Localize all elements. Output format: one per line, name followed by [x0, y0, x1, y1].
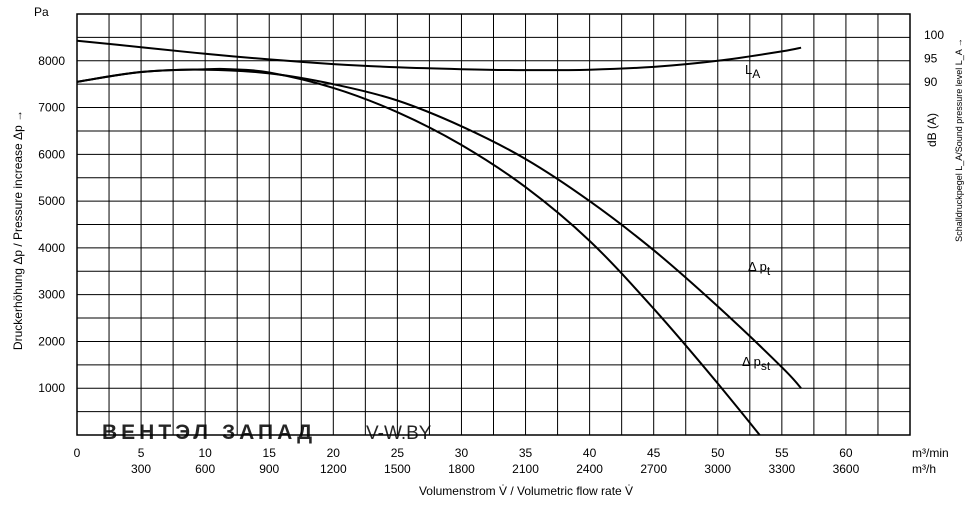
x-tick-label-m3min: 30 — [455, 446, 469, 460]
x-tick-labels-m3h: 300 600 900 1200 1500 1800 2100 2400 2700 3000 330… — [131, 462, 860, 476]
x-tick-label-m3min: 20 — [327, 446, 341, 460]
y-tick-label: 7000 — [38, 101, 65, 115]
y-tick-label: 5000 — [38, 194, 65, 208]
x-tick-label-m3h: 3300 — [768, 462, 795, 476]
y2-tick-label: 90 — [924, 75, 938, 89]
curve-label-main: L — [745, 62, 752, 77]
x-tick-label-m3h: 1200 — [320, 462, 347, 476]
x-tick-label-m3min: 40 — [583, 446, 597, 460]
watermark-part-2: ЗАПАД — [222, 421, 316, 444]
y-tick-label: 4000 — [38, 241, 65, 255]
watermark: ВЕНТЭЛ ЗАПАД V-W.BY — [102, 421, 432, 444]
curve-label-sub: A — [752, 67, 760, 81]
x-tick-label-m3min: 60 — [839, 446, 853, 460]
curve-label-sub: st — [761, 359, 771, 373]
curve-la — [77, 39, 802, 72]
x-tick-label-m3h: 2400 — [576, 462, 603, 476]
x-tick-label-m3h: 3600 — [833, 462, 860, 476]
y2-tick-label: 95 — [924, 51, 938, 65]
y-axis-title: Druckerhöhung Δp / Pressure increase Δp … — [11, 110, 25, 350]
x-tick-label-m3h: 300 — [131, 462, 151, 476]
curve-label: Δ pt — [748, 259, 771, 278]
y-tick-label: 1000 — [38, 381, 65, 395]
x-tick-label-m3min: 5 — [138, 446, 145, 460]
y2-tick-label: 100 — [924, 28, 944, 42]
x-tick-label-m3h: 2700 — [640, 462, 667, 476]
curve-label: LA — [745, 62, 760, 81]
curve-label: Δ pst — [742, 354, 771, 373]
x-axis-title: Volumenstrom V̇ / Volumetric flow rate V… — [419, 484, 633, 498]
y-tick-label: 6000 — [38, 147, 65, 161]
x-unit-m3h: m³/h — [912, 462, 936, 476]
y-tick-labels: 1000 2000 3000 4000 5000 6000 7000 8000 — [38, 54, 65, 395]
x-tick-label-m3h: 3000 — [704, 462, 731, 476]
x-tick-label-m3h: 1500 — [384, 462, 411, 476]
x-tick-label-m3h: 900 — [259, 462, 279, 476]
curve-pt — [77, 68, 802, 389]
y2-unit-label: dB (A) — [925, 113, 939, 147]
plot-frame — [76, 13, 911, 436]
x-tick-label-m3min: 10 — [198, 446, 212, 460]
x-tick-label-m3min: 15 — [263, 446, 277, 460]
y-tick-label: 3000 — [38, 288, 65, 302]
x-tick-label-m3h: 2100 — [512, 462, 539, 476]
x-tick-label-m3min: 50 — [711, 446, 725, 460]
x-tick-label-m3min: 25 — [391, 446, 405, 460]
curve-label-sub: t — [767, 264, 771, 278]
y2-tick-labels: 90 95 100 — [924, 28, 944, 89]
y-tick-label: 8000 — [38, 54, 65, 68]
x-tick-label-m3h: 1800 — [448, 462, 475, 476]
x-tick-label-m3min: 35 — [519, 446, 533, 460]
curve-label-main: Δ p — [748, 259, 767, 274]
x-unit-m3min: m³/min — [912, 446, 949, 460]
y-unit-label: Pa — [34, 5, 49, 19]
x-tick-label-m3h: 600 — [195, 462, 215, 476]
curve-pst — [77, 67, 761, 435]
y-tick-label: 2000 — [38, 334, 65, 348]
watermark-part-3: V-W.BY — [366, 423, 432, 444]
x-tick-label-m3min: 55 — [775, 446, 789, 460]
x-tick-label-m3min: 0 — [74, 446, 81, 460]
x-tick-labels-m3min: 0 5 10 15 20 25 30 35 40 45 50 55 60 — [74, 446, 853, 460]
y2-axis-title: Schalldruckpegel L_A/Sound pressure leve… — [954, 38, 964, 242]
grid-lines — [77, 14, 910, 435]
curve-label-main: Δ p — [742, 354, 761, 369]
x-tick-label-m3min: 45 — [647, 446, 661, 460]
watermark-part-1: ВЕНТЭЛ — [102, 421, 212, 444]
